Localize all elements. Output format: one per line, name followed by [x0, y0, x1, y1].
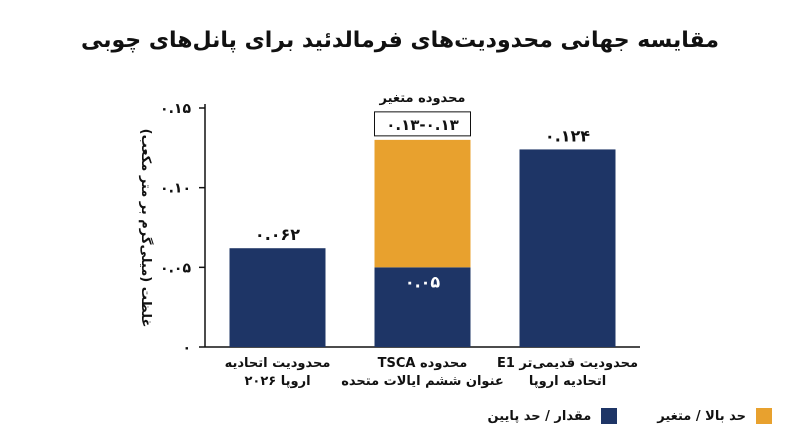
y-tick-label: ۰.۰۵ [160, 260, 191, 276]
data-label: ۰.۰۶۲ [255, 225, 300, 244]
bar-upper [374, 139, 471, 268]
bar-lower [229, 248, 326, 347]
y-tick-label: ۰.۱۵ [160, 101, 191, 117]
data-label: ۰.۱۲۴ [545, 126, 590, 145]
y-tick-label: ۰ [182, 340, 191, 356]
bar-lower [374, 267, 471, 347]
legend-swatch-upper [756, 408, 772, 424]
x-tick-label: اروپا ۲۰۲۶ [244, 374, 310, 389]
chart-title: مقایسه جهانی محدودیت‌های فرمالدئید برای … [81, 28, 719, 53]
bar-lower [519, 149, 616, 347]
y-axis-title: غلظت (میلی‌گرم بر متر مکعب) [138, 129, 154, 328]
legend-swatch-lower [601, 408, 618, 424]
x-tick-label: اتحادیه اروپا [529, 374, 606, 389]
x-tick-label: محدودیت قدیمی‌تر E1 [497, 356, 638, 371]
x-tick-label: عنوان ششم ایالات متحده [341, 374, 504, 389]
legend-item-lower: مقدار / حد پایین [488, 408, 618, 424]
legend-label-upper: حد بالا / متغیر [657, 408, 746, 424]
x-tick-label: محدوده TSCA [378, 356, 468, 371]
legend-item-upper: حد بالا / متغیر [657, 408, 772, 424]
legend-label-lower: مقدار / حد پایین [487, 408, 592, 424]
x-tick-label: محدودیت اتحادیه [225, 356, 331, 371]
legend: حد بالا / متغیر مقدار / حد پایین [448, 408, 772, 424]
y-tick-label: ۰.۱۰ [160, 181, 191, 197]
range-box [374, 111, 471, 137]
data-label: ۰.۰۵ [405, 272, 441, 291]
range-heading-label: محدوده متغیر [379, 91, 466, 106]
range-value-label: ۰.۱۳-۰.۱۳ [386, 116, 459, 134]
